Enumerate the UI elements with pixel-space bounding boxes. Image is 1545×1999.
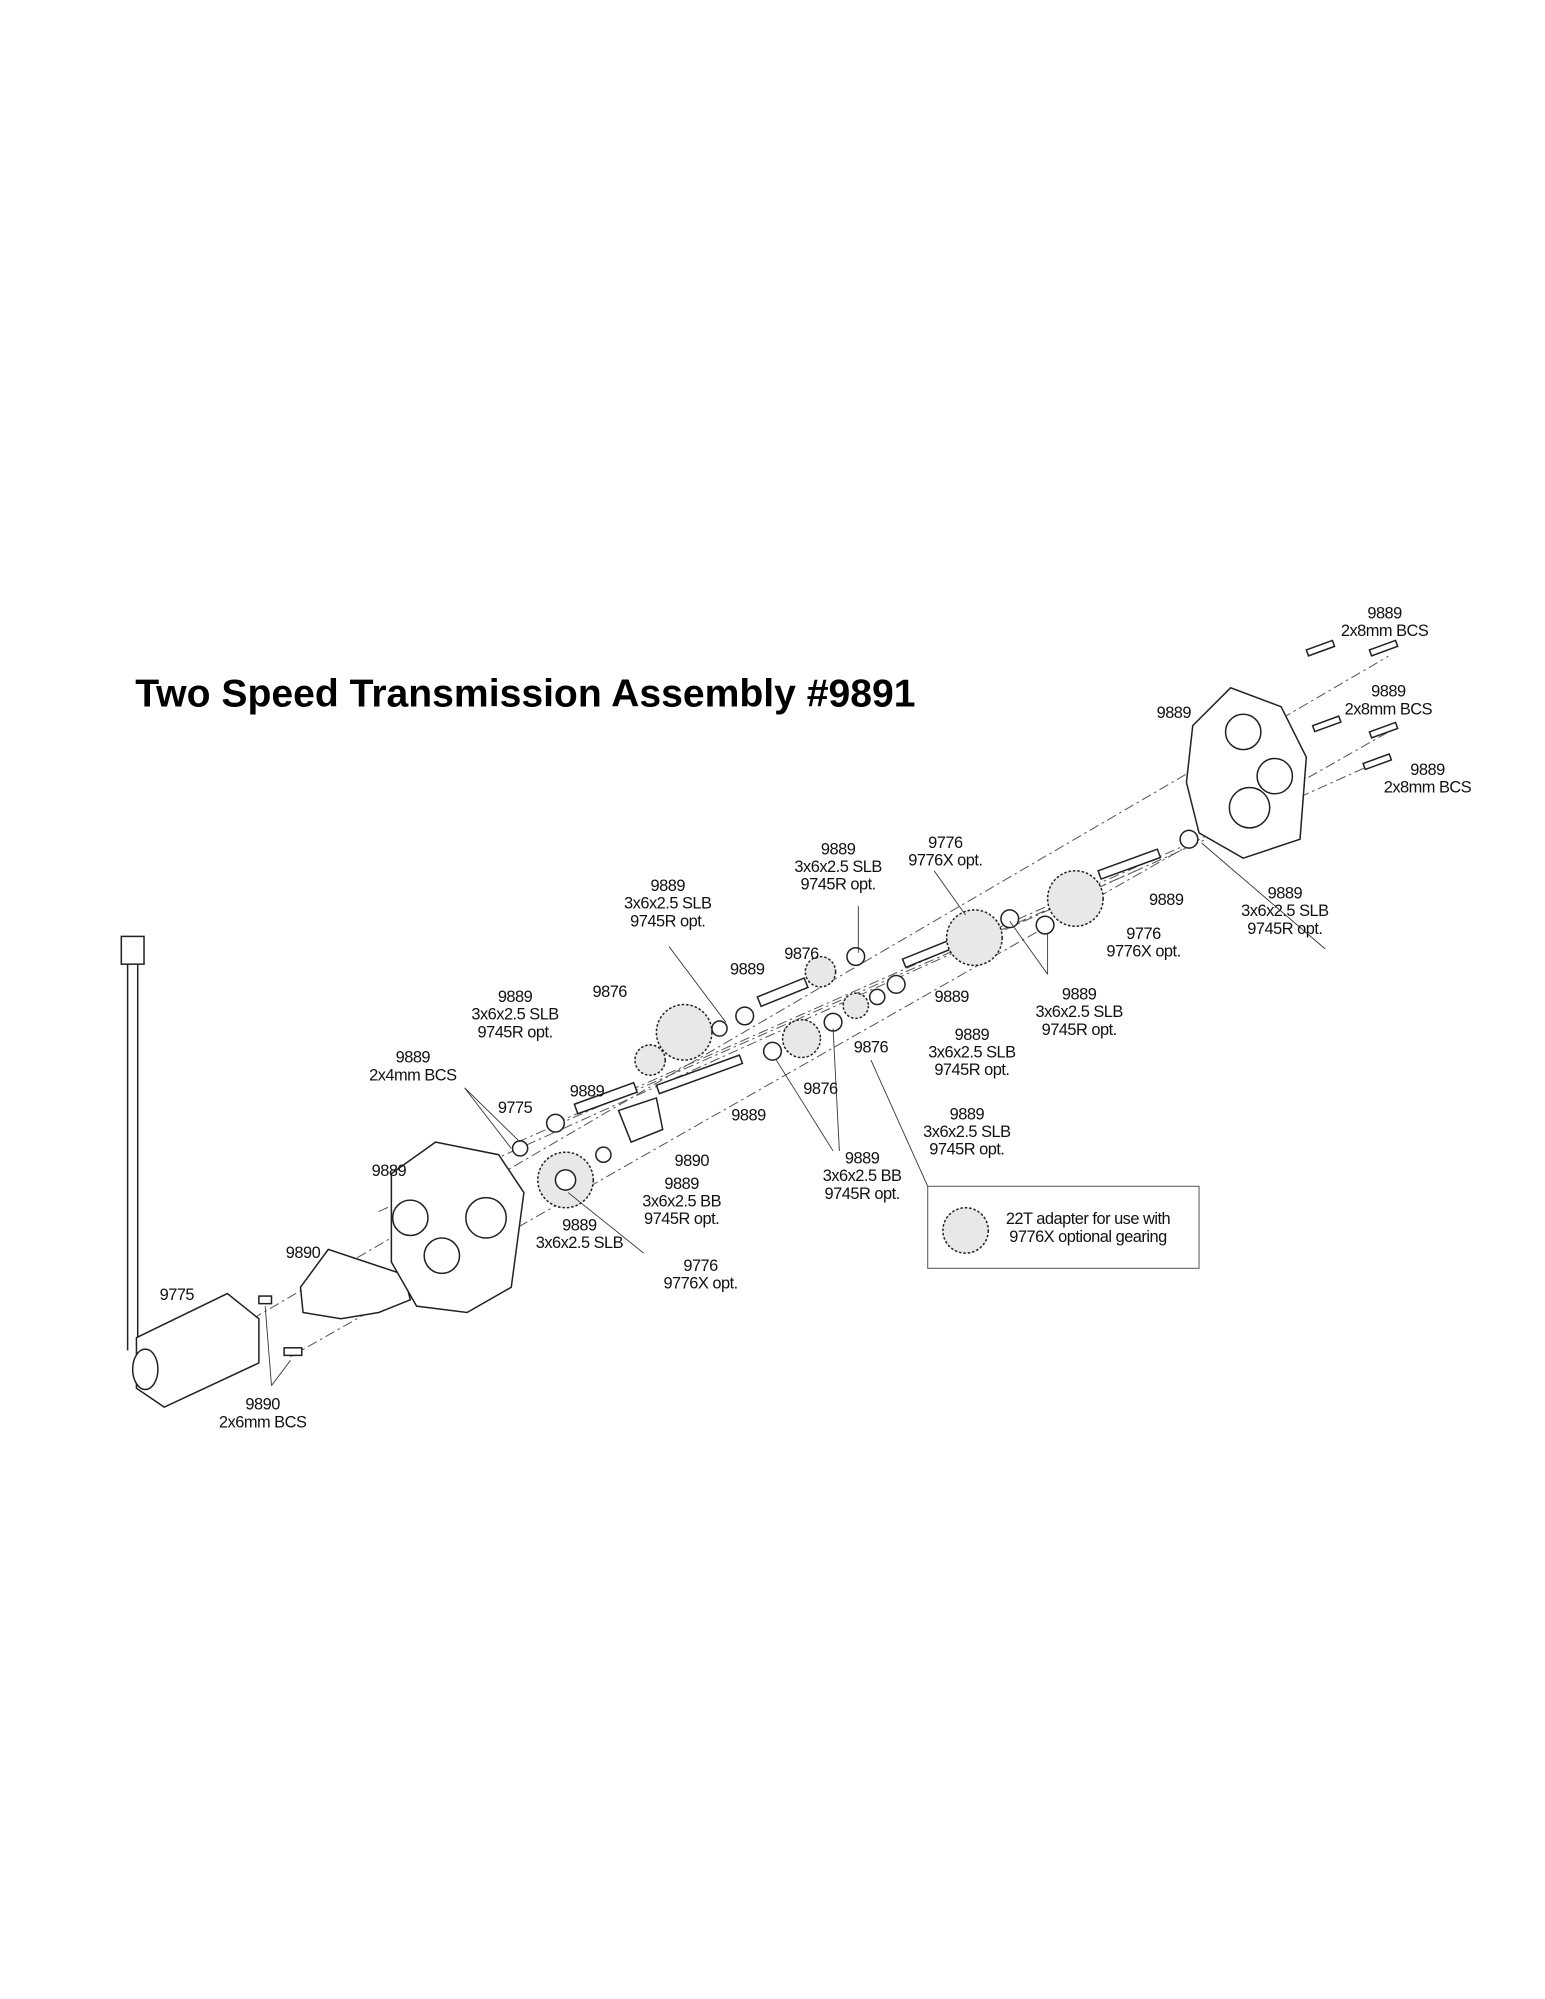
callout-label: 9889 (1268, 885, 1303, 903)
callout-label: 2x8mm BCS (1345, 700, 1433, 718)
callout-label: 3x6x2.5 SLB (471, 1006, 559, 1024)
callout-label: 9889 (845, 1150, 880, 1168)
callout-label: 3x6x2.5 SLB (928, 1044, 1016, 1062)
callout-label: 9889 (1062, 986, 1097, 1004)
callout-label: 9889 (934, 988, 969, 1006)
callout-label: 9776X opt. (663, 1274, 737, 1292)
callout-label: 9889 (1367, 604, 1402, 622)
callout-label: 9889 (1371, 683, 1406, 701)
callout-label: 9889 (570, 1083, 605, 1101)
callout-label: 9745R opt. (825, 1185, 900, 1203)
callout-label: 9889 (730, 960, 765, 978)
callout-label: 9745R opt. (644, 1210, 719, 1228)
callout-label: 22T adapter for use with (1006, 1210, 1171, 1228)
callout-label: 3x6x2.5 SLB (794, 858, 882, 876)
callout-label: 9745R opt. (934, 1061, 1009, 1079)
callout-label: 2x6mm BCS (219, 1413, 307, 1431)
callout-label: 3x6x2.5 SLB (536, 1234, 624, 1252)
callout-label: 2x8mm BCS (1341, 622, 1429, 640)
callout-label: 3x6x2.5 SLB (1035, 1003, 1123, 1021)
callout-label: 3x6x2.5 SLB (624, 895, 712, 913)
callout-label: 9776X optional gearing (1009, 1228, 1167, 1246)
callout-label: 9745R opt. (801, 876, 876, 894)
callout-label: 9745R opt. (477, 1023, 552, 1041)
callout-label: 9876 (854, 1039, 889, 1057)
artwork (120, 639, 1399, 1408)
callout-label: 9889 (955, 1026, 990, 1044)
callout-label: 9889 (651, 877, 686, 895)
callout-label: 3x6x2.5 SLB (1241, 902, 1329, 920)
callout-label: 9745R opt. (929, 1141, 1004, 1159)
callout-label: 9889 (498, 988, 533, 1006)
callout-label: 9889 (821, 840, 856, 858)
callout-label: 2x8mm BCS (1384, 779, 1472, 797)
callout-label: 9889 (731, 1107, 766, 1125)
callout-label: 2x4mm BCS (369, 1066, 457, 1084)
callout-label: 9876 (592, 983, 627, 1001)
callout-label: 9889 (664, 1175, 699, 1193)
callout-label: 9876 (784, 945, 819, 963)
callout-label: 9775 (160, 1286, 195, 1304)
callout-label: 9876 (803, 1080, 838, 1098)
callout-label: 9890 (286, 1244, 321, 1262)
callout-label: 3x6x2.5 BB (642, 1192, 721, 1210)
callout-label: 3x6x2.5 BB (823, 1167, 902, 1185)
title: Two Speed Transmission Assembly #9891 (135, 673, 915, 716)
callout-label: 9745R opt. (1247, 920, 1322, 938)
callout-label: 9890 (675, 1152, 710, 1170)
callout-label: 9889 (562, 1216, 597, 1234)
callout-label: 9889 (1149, 891, 1184, 909)
callout-label: 9889 (1410, 761, 1445, 779)
callout-label: 9776 (1126, 925, 1161, 943)
callout-label: 9890 (245, 1396, 280, 1414)
callout-label: 9889 (396, 1049, 431, 1067)
callout-label: 9745R opt. (1042, 1021, 1117, 1039)
callout-label: 9745R opt. (630, 912, 705, 930)
callout-label: 9775 (498, 1099, 533, 1117)
callout-label: 9776 (683, 1257, 718, 1275)
callout-label: 9776 (928, 834, 963, 852)
callout-label: 9889 (372, 1162, 407, 1180)
callout-label: 3x6x2.5 SLB (923, 1123, 1011, 1141)
callout-label: 9776X opt. (1106, 943, 1180, 961)
callout-label: 9889 (1157, 704, 1192, 722)
callout-label: 9776X opt. (908, 852, 982, 870)
callout-label: 9889 (950, 1105, 985, 1123)
